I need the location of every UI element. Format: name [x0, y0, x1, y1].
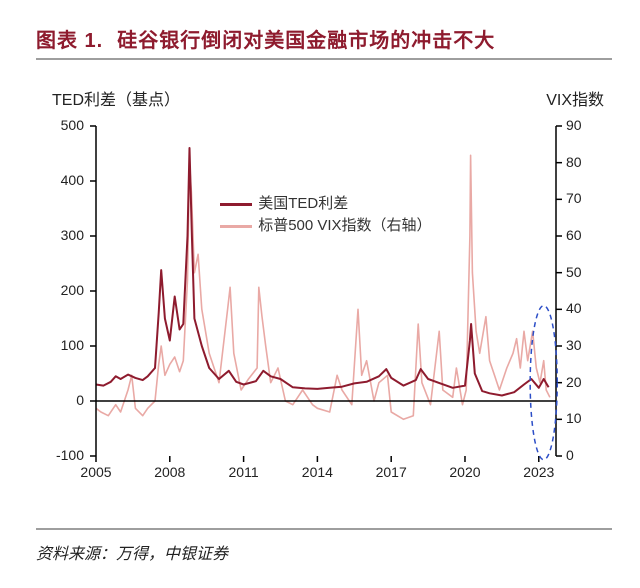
- y2-tick-label: 50: [566, 264, 582, 280]
- y2-axis-title: VIX指数: [546, 86, 604, 110]
- title-prefix: 图表 1.: [36, 24, 103, 53]
- x-tick-label: 2005: [76, 464, 116, 480]
- y1-tick-label: 0: [44, 392, 84, 408]
- y2-tick-label: 80: [566, 154, 582, 170]
- footer-rule: [36, 528, 612, 530]
- x-tick-label: 2017: [371, 464, 411, 480]
- y2-tick-label: 90: [566, 117, 582, 133]
- y1-tick-label: 100: [44, 337, 84, 353]
- chart-svg: [96, 126, 556, 456]
- y2-tick-label: 60: [566, 227, 582, 243]
- legend-item: 美国TED利差: [220, 192, 348, 213]
- y1-tick-label: 200: [44, 282, 84, 298]
- y2-tick-label: 70: [566, 190, 582, 206]
- y1-tick-label: 500: [44, 117, 84, 133]
- title-rule: [36, 58, 612, 60]
- series-ted: [96, 148, 549, 396]
- x-tick-label: 2008: [150, 464, 190, 480]
- legend-label: 标普500 VIX指数（右轴）: [258, 217, 431, 234]
- y1-tick-label: -100: [44, 447, 84, 463]
- x-tick-label: 2011: [224, 464, 264, 480]
- legend-swatch: [220, 203, 252, 206]
- x-tick-label: 2014: [297, 464, 337, 480]
- plot-region: -100010020030040050001020304050607080902…: [96, 126, 556, 456]
- y2-tick-label: 10: [566, 410, 582, 426]
- x-tick-label: 2023: [519, 464, 559, 480]
- legend-item: 标普500 VIX指数（右轴）: [220, 214, 431, 235]
- y2-tick-label: 40: [566, 300, 582, 316]
- y2-tick-label: 20: [566, 374, 582, 390]
- y2-tick-label: 0: [566, 447, 574, 463]
- y2-tick-label: 30: [566, 337, 582, 353]
- legend-swatch: [220, 225, 252, 228]
- legend-label: 美国TED利差: [258, 195, 348, 212]
- title-text: 硅谷银行倒闭对美国金融市场的冲击不大: [117, 24, 495, 53]
- figure-title: 图表 1. 硅谷银行倒闭对美国金融市场的冲击不大: [36, 24, 604, 53]
- y1-tick-label: 300: [44, 227, 84, 243]
- chart-area: TED利差（基点） VIX指数 -10001002003004005000102…: [28, 86, 612, 516]
- y1-axis-title: TED利差（基点）: [52, 86, 180, 110]
- source-text: 资料来源：万得，中银证券: [36, 540, 228, 564]
- chart-figure: 图表 1. 硅谷银行倒闭对美国金融市场的冲击不大 TED利差（基点） VIX指数…: [0, 0, 640, 588]
- x-tick-label: 2020: [445, 464, 485, 480]
- y1-tick-label: 400: [44, 172, 84, 188]
